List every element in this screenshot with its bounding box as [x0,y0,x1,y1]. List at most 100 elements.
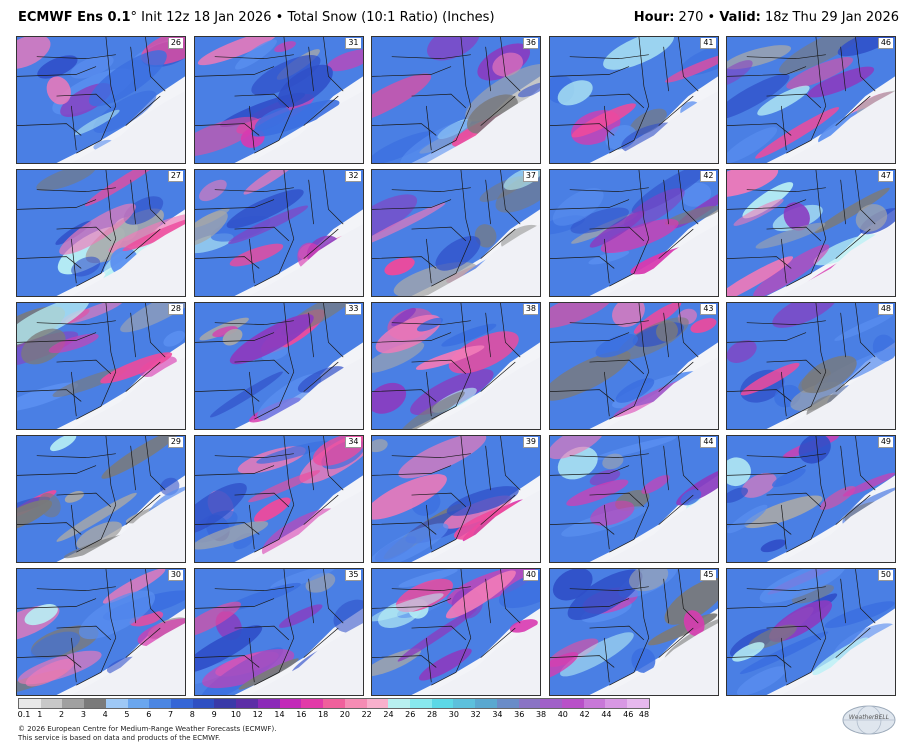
member-panel: 44 [548,435,719,563]
member-number: 29 [167,437,183,448]
boundary-line [855,436,876,491]
member-panel: 34 [193,435,364,563]
snow-band [398,569,458,588]
boundary-line [17,256,82,269]
ocean [781,91,895,163]
boundary-line [657,361,694,392]
snow-band [772,303,838,328]
boundary-line [17,522,82,535]
boundary-line [214,54,294,60]
boundary-line [56,226,112,242]
snow-band [88,50,167,107]
snow-band [757,85,810,116]
boundary-line [549,256,614,269]
snowfall-map [17,569,185,695]
snow-band [372,131,437,163]
boundary-line [815,37,827,106]
member-panel: 37 [371,169,541,297]
boundary-line [431,637,472,686]
boundary-line [214,320,294,326]
colorbar-swatch [236,699,258,708]
colorbar-swatch [605,699,628,708]
boundary-line [677,37,698,92]
weatherbell-logo: WeatherBELL [839,700,899,740]
boundary-line [569,54,649,60]
boundary-line [391,187,471,193]
snowfall-map [549,303,718,429]
snow-band [194,211,228,247]
boundary-line [657,95,694,126]
boundary-line [56,359,112,375]
snow-band [589,469,620,486]
ocean [781,224,895,296]
snow-band [227,205,308,244]
snow-band [559,632,634,677]
boundary-line [71,504,77,550]
snow-band [100,352,173,384]
member-number: 45 [700,570,716,581]
member-panel: 45 [548,568,719,696]
snow-band [238,658,299,690]
member-number: 43 [700,304,716,315]
member-number: 49 [877,437,893,448]
snow-band [595,333,638,358]
product-name: Total Snow (10:1 Ratio) (Inches) [287,10,495,25]
snowfall-map [372,303,540,429]
colorbar-tick-label: 0.1 [17,710,31,719]
snow-band [255,440,331,464]
ocean [248,490,363,562]
boundary-line [549,66,629,77]
boundary-line [603,637,610,683]
snow-band [655,320,678,342]
boundary-line [855,170,876,225]
valid-time-block: Hour: 270 • Valid: 18z Thu 29 Jan 2026 [634,10,899,25]
snow-band [78,590,156,640]
boundary-line [781,637,787,683]
snow-band [492,52,523,77]
boundary-line [426,637,432,683]
boundary-line [56,625,112,641]
colorbar-swatch [192,699,215,708]
colorbar-tick-label: 3 [80,710,86,719]
member-panel: 32 [193,169,364,297]
snowfall-map [549,436,718,562]
boundary-line [105,37,117,106]
colorbar-tick-label: 34 [492,710,503,719]
snowfall-map [549,569,718,695]
boundary-line [766,226,822,242]
snow-band [372,474,447,520]
snow-band [250,55,321,96]
boundary-line [485,179,491,225]
boundary-line [662,445,669,491]
boundary-line [835,95,871,126]
snow-band [435,236,481,271]
member-number: 32 [345,171,361,182]
snow-band [517,81,540,98]
snow-band [372,341,425,373]
snow-band [194,625,262,673]
snow-band [85,208,164,264]
member-number: 39 [522,437,538,448]
snow-band [812,637,869,676]
boundary-line [214,453,294,459]
boundary-line [76,637,117,686]
boundary-line [36,453,116,459]
colorbar-swatch [409,699,432,708]
snow-band [74,109,120,135]
boundary-line [460,37,472,106]
boundary-line [480,95,516,126]
snowfall-map [17,37,185,163]
boundary-line [815,303,827,372]
colorbar-tick-label: 8 [189,710,195,719]
snow-band [736,666,786,695]
boundary-line [71,238,77,284]
snow-band [400,118,480,163]
boundary-line [485,312,491,358]
colorbar-tick-label: 6 [146,710,152,719]
boundary-line [372,655,437,668]
boundary-line [145,37,166,92]
boundary-line [603,504,610,550]
boundary-line [372,256,437,269]
boundary-line [234,226,289,242]
boundary-line [56,492,112,508]
